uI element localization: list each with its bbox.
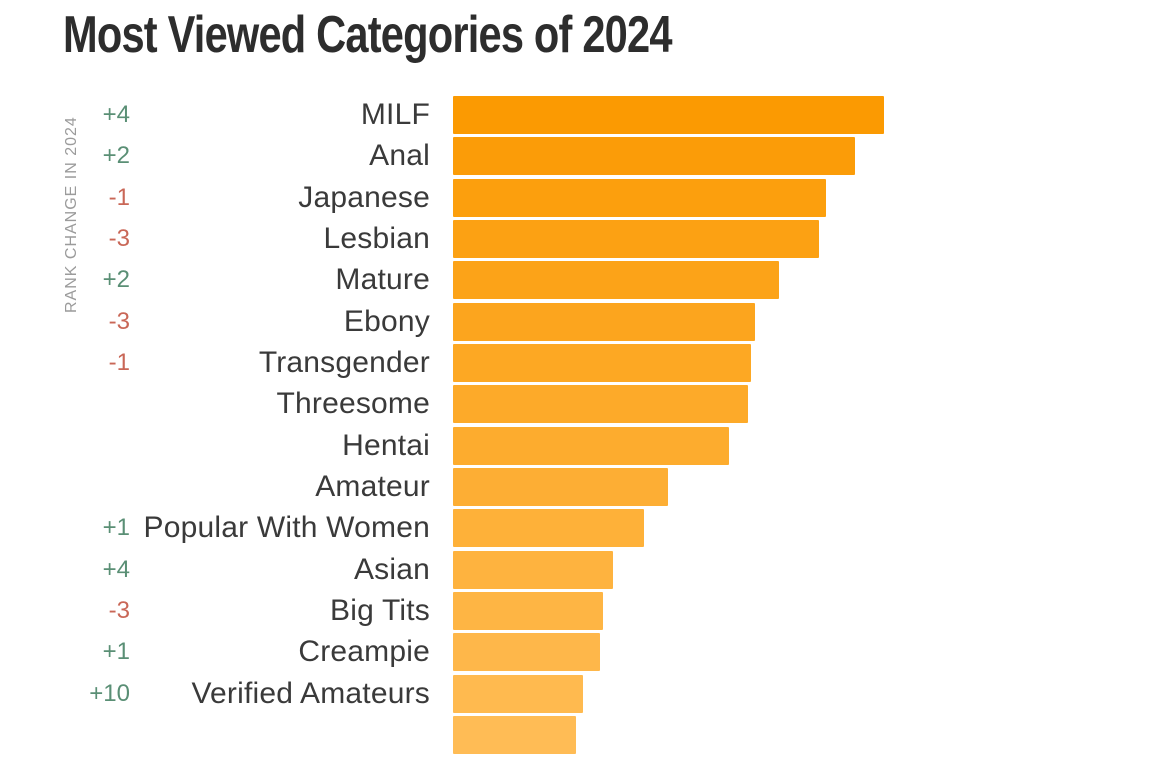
- bar-cell: [430, 715, 1160, 754]
- category-bar: [453, 509, 644, 548]
- rank-change-label: -3: [108, 307, 130, 335]
- category-label: Mature: [335, 263, 430, 297]
- category-label: Anal: [369, 139, 430, 173]
- bar-cell: [430, 509, 1160, 548]
- category-label: Popular With Women: [143, 511, 430, 545]
- category-bar: [453, 467, 669, 506]
- category-label: Hentai: [342, 428, 430, 462]
- chart-row: -1 Japanese: [0, 178, 1160, 220]
- category-label: Amateur: [315, 469, 430, 503]
- category-bar: [453, 591, 603, 630]
- category-label: Threesome: [276, 387, 430, 421]
- rank-change-label: -3: [108, 224, 130, 252]
- bar-chart: +4 MILF +2 Anal -1 Japanese -3 Lesbian +2 Mature -…: [0, 96, 1160, 757]
- category-bar: [453, 178, 826, 217]
- chart-row: +1 Popular With Women: [0, 509, 1160, 550]
- rank-change-label: +1: [102, 638, 130, 666]
- category-label: Big Tits: [330, 593, 430, 627]
- category-bar: [453, 633, 600, 672]
- category-bar: [453, 674, 584, 713]
- rank-change-label: +2: [102, 266, 130, 294]
- chart-row: -3 Ebony: [0, 302, 1160, 344]
- category-label: Ebony: [343, 304, 430, 338]
- category-label: MILF: [360, 98, 430, 131]
- chart-row: +10 Verified Amateurs: [0, 674, 1160, 716]
- bar-cell: [430, 343, 1160, 382]
- chart-row: +2 Mature: [0, 261, 1160, 302]
- category-label: Japanese: [298, 180, 430, 214]
- category-label: Creampie: [298, 635, 430, 669]
- bar-cell: [430, 137, 1160, 176]
- bar-cell: [430, 385, 1160, 424]
- bar-cell: [430, 591, 1160, 630]
- chart-row: -3 Big Tits: [0, 591, 1160, 633]
- category-bar: [453, 550, 613, 589]
- category-bar: [453, 137, 856, 176]
- category-label: Asian: [353, 552, 430, 586]
- chart-row: +4 MILF: [0, 96, 1160, 137]
- category-bar: [453, 385, 748, 424]
- bar-cell: [430, 96, 1160, 134]
- category-bar: [453, 426, 729, 465]
- category-bar: [453, 96, 884, 134]
- page-title: Most Viewed Categories of 2024: [63, 6, 672, 64]
- category-label: Lesbian: [323, 221, 430, 255]
- rank-change-label: +1: [102, 514, 130, 542]
- rank-change-label: +2: [102, 142, 130, 170]
- bar-cell: [430, 261, 1160, 300]
- category-bar: [453, 219, 819, 258]
- rank-change-label: +4: [102, 555, 130, 583]
- chart-row: +1 Creampie: [0, 633, 1160, 674]
- rank-change-label: +4: [102, 101, 130, 128]
- chart-row: -1 Transgender: [0, 343, 1160, 385]
- chart-row: +2 Anal: [0, 137, 1160, 178]
- rank-change-label: -3: [108, 596, 130, 624]
- category-label: Verified Amateurs: [191, 676, 430, 710]
- bar-cell: [430, 178, 1160, 217]
- category-bar: [453, 715, 576, 754]
- category-label: Transgender: [258, 345, 430, 379]
- bar-cell: [430, 674, 1160, 713]
- chart-row: [0, 715, 1160, 757]
- bar-cell: [430, 426, 1160, 465]
- bar-cell: [430, 550, 1160, 589]
- chart-row: -3 Lesbian: [0, 219, 1160, 261]
- category-bar: [453, 261, 779, 300]
- rank-change-label: -1: [108, 183, 130, 211]
- chart-row: Hentai: [0, 426, 1160, 468]
- bar-cell: [430, 467, 1160, 506]
- bar-cell: [430, 633, 1160, 672]
- chart-row: Amateur: [0, 467, 1160, 509]
- category-bar: [453, 302, 756, 341]
- chart-row: Threesome: [0, 385, 1160, 426]
- category-bar: [453, 343, 751, 382]
- bar-cell: [430, 302, 1160, 341]
- bar-cell: [430, 219, 1160, 258]
- rank-change-label: +10: [89, 679, 130, 707]
- chart-row: +4 Asian: [0, 550, 1160, 592]
- rank-change-label: -1: [108, 348, 130, 376]
